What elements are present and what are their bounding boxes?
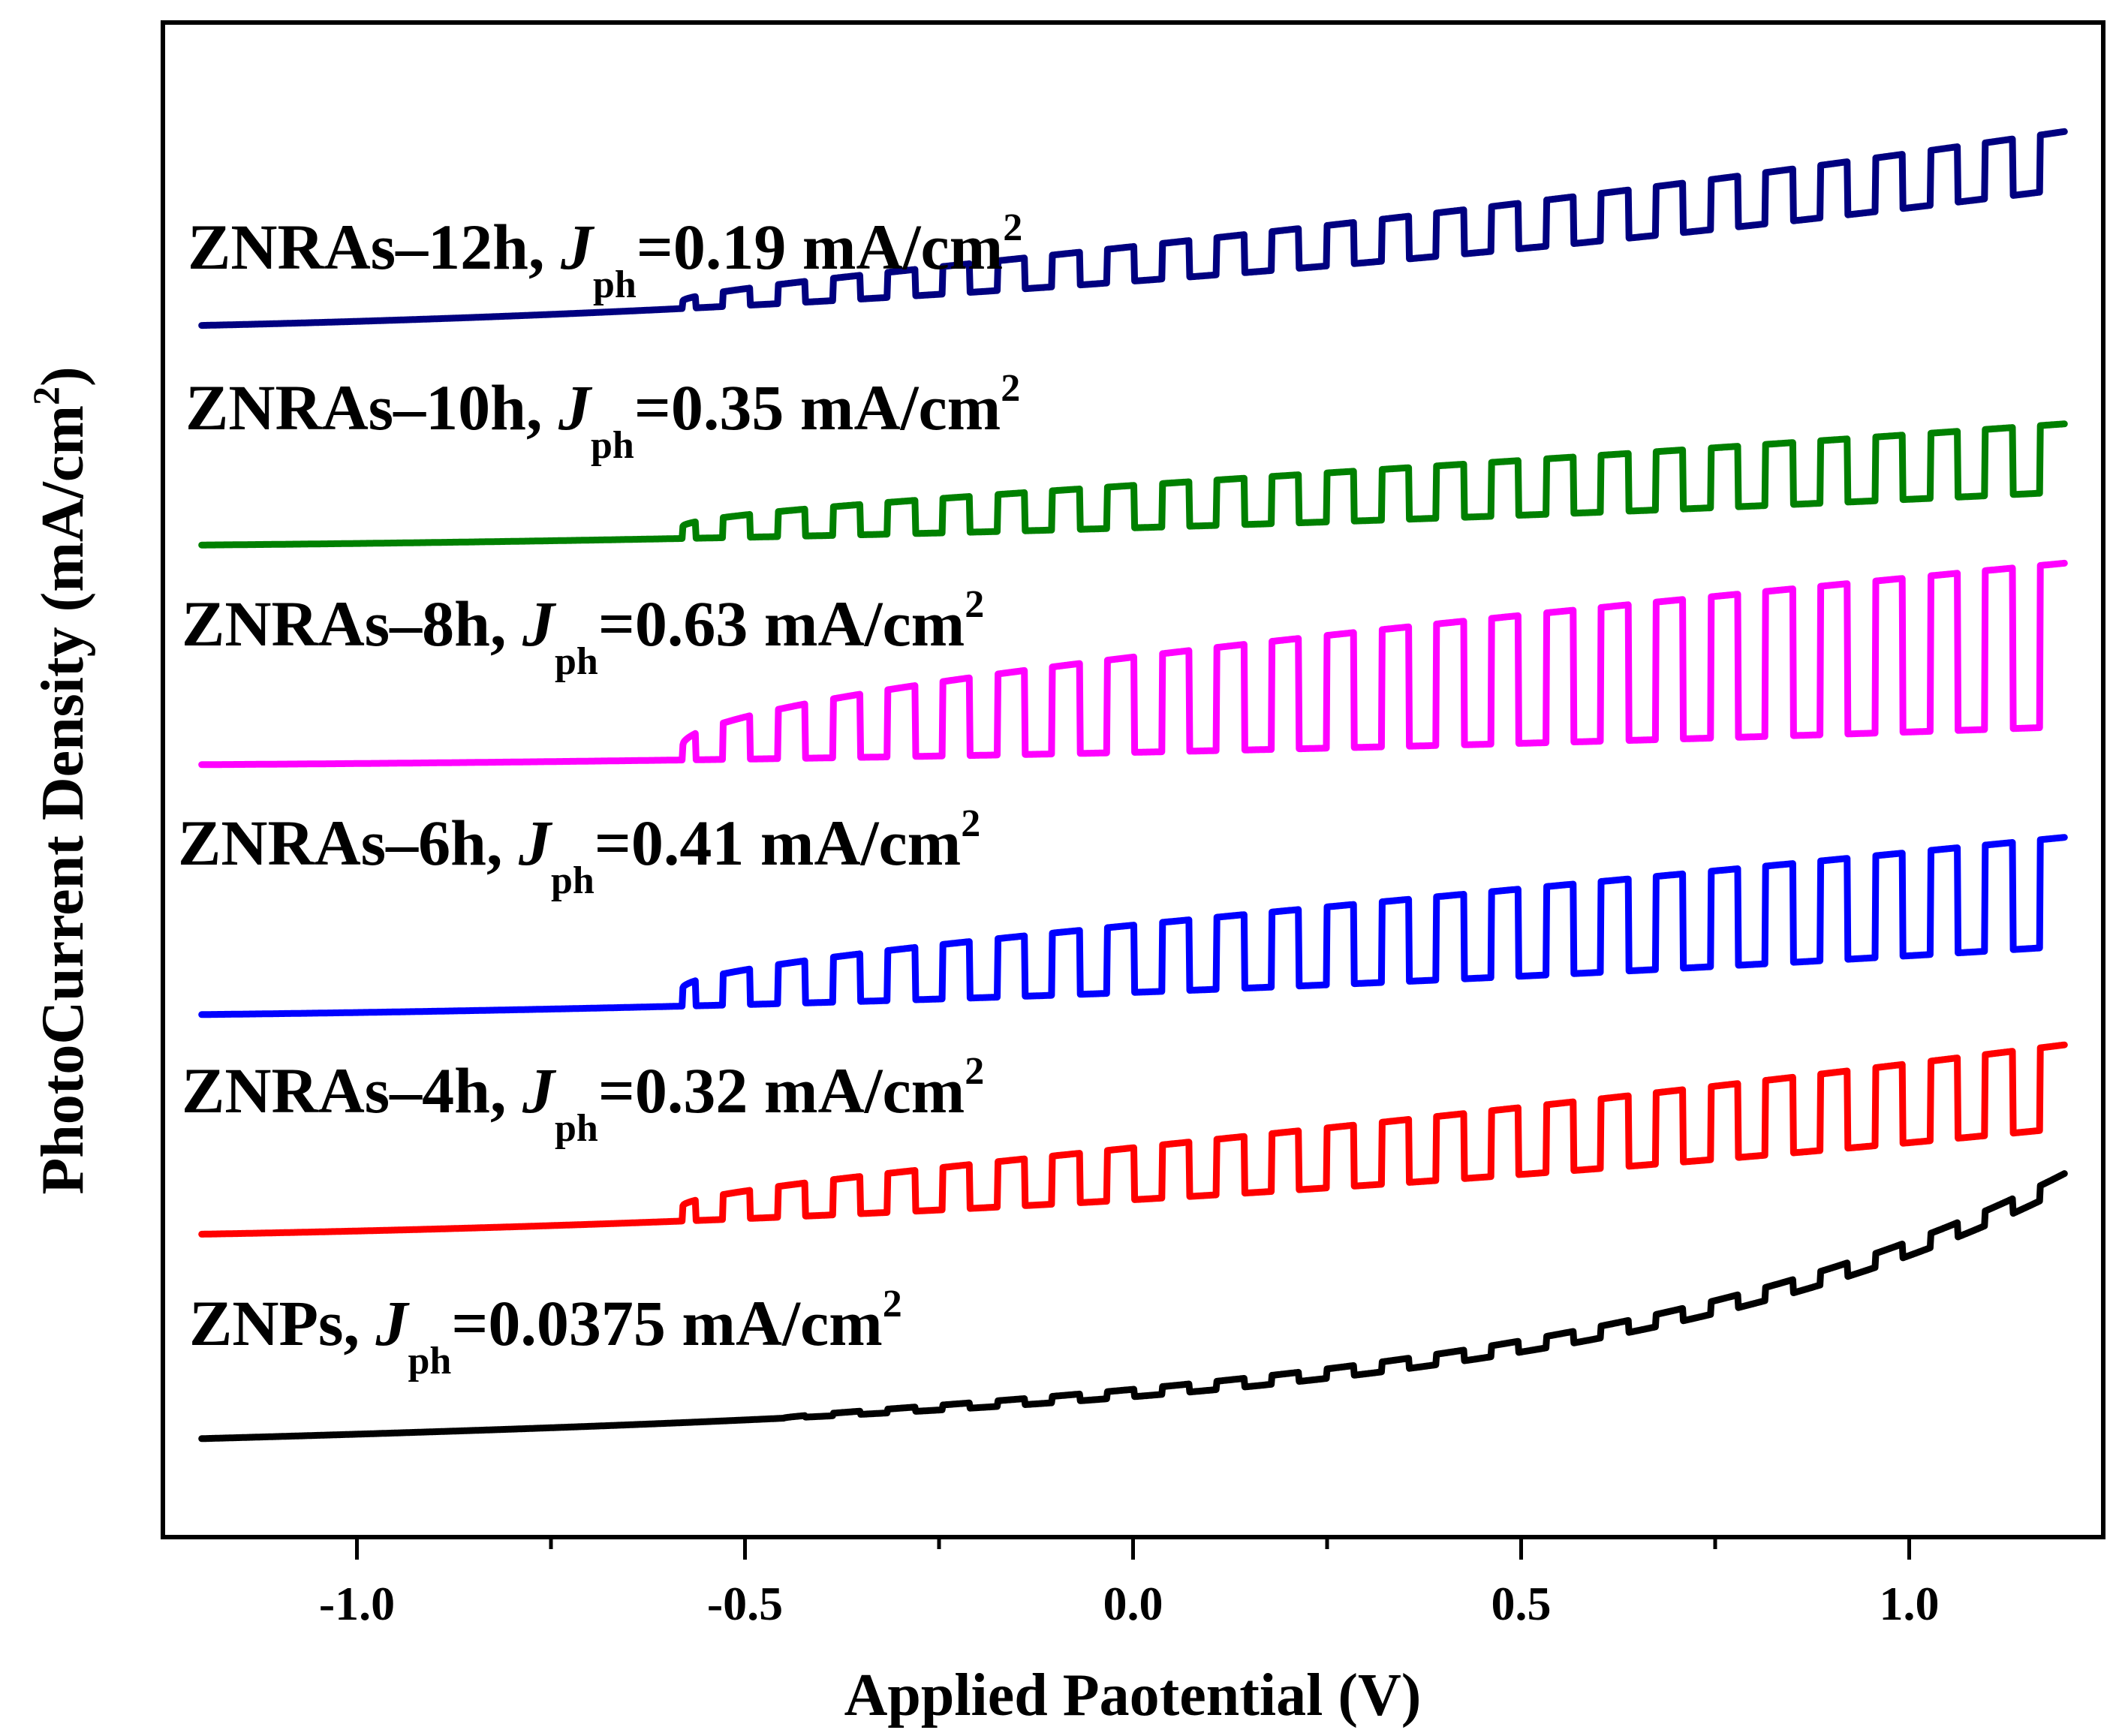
series-label-value: =0.63 mA/cm (598, 588, 965, 660)
x-axis-title: Applied Paotential (V) (844, 1662, 1422, 1728)
y-axis-title-main: PhotoCurrent Density (mA/cm (30, 405, 96, 1195)
series-label-name: ZNPs, (189, 1287, 375, 1359)
x-tick-label: 0.5 (1491, 1577, 1552, 1630)
series-label-superscript: 2 (961, 802, 980, 845)
series-label-subscript: ph (551, 859, 594, 902)
series-label-subscript: ph (591, 424, 634, 467)
series-label-znras-4h: ZNRAs–4h, Jph=0.32 mA/cm2 (182, 1050, 984, 1150)
y-axis-title: PhotoCurrent Density (mA/cm2) (25, 366, 96, 1194)
series-label-znps: ZNPs, Jph=0.0375 mA/cm2 (189, 1283, 902, 1382)
series-label-name: ZNRAs–6h, (178, 807, 519, 879)
series-label-superscript: 2 (883, 1283, 902, 1325)
y-axis-title-close: ) (30, 366, 96, 387)
x-tick-label: -1.0 (319, 1577, 395, 1630)
series-label-subscript: ph (408, 1340, 451, 1382)
series-line-znras-8h (198, 559, 2068, 769)
series-label-superscript: 2 (965, 1050, 984, 1093)
series-label-znras-6h: ZNRAs–6h, Jph=0.41 mA/cm2 (178, 802, 980, 902)
series-label-subscript: ph (555, 1107, 598, 1150)
series-label-name: ZNRAs–8h, (182, 588, 522, 660)
series-layer (198, 128, 2068, 1443)
x-tick-label: 0.0 (1103, 1577, 1163, 1630)
series-label-superscript: 2 (965, 583, 984, 626)
series-label-name: ZNRAs–4h, (182, 1055, 522, 1127)
series-label-name: ZNRAs–10h, (185, 372, 558, 444)
series-label-subscript: ph (593, 263, 637, 306)
series-line-znras-12h (198, 128, 2068, 329)
series-label-j: J (375, 1287, 410, 1359)
series-label-subscript: ph (555, 640, 598, 683)
series-label-znras-10h: ZNRAs–10h, Jph=0.35 mA/cm2 (185, 367, 1020, 467)
series-line-znras-6h (198, 834, 2068, 1018)
series-label-value: =0.19 mA/cm (637, 211, 1003, 283)
series-label-value: =0.32 mA/cm (598, 1055, 965, 1127)
x-tick-label: -0.5 (707, 1577, 783, 1630)
series-label-j: J (522, 1055, 557, 1127)
series-label-j: J (522, 588, 557, 660)
y-axis-title-superscript: 2 (25, 387, 67, 405)
series-label-j: J (558, 372, 593, 444)
series-label-value: =0.41 mA/cm (594, 807, 961, 879)
x-axis-tick-labels: -1.0 -0.5 0.0 0.5 1.0 (319, 1577, 1940, 1630)
series-label-j: J (560, 211, 595, 283)
series-label-superscript: 2 (1003, 206, 1022, 249)
series-line-znras-10h (198, 420, 2068, 549)
x-tick-label: 1.0 (1880, 1577, 1940, 1630)
series-line-znras-4h (198, 1041, 2068, 1238)
series-label-value: =0.35 mA/cm (634, 372, 1001, 444)
series-line-znps (198, 1170, 2068, 1443)
x-axis-ticks (355, 1537, 1911, 1560)
series-label-superscript: 2 (1001, 367, 1020, 410)
series-label-name: ZNRAs–12h, (188, 211, 561, 283)
series-label-value: =0.0375 mA/cm (451, 1287, 882, 1359)
series-label-znras-8h: ZNRAs–8h, Jph=0.63 mA/cm2 (182, 583, 984, 683)
series-label-j: J (518, 807, 553, 879)
series-label-znras-12h: ZNRAs–12h, Jph=0.19 mA/cm2 (188, 206, 1022, 306)
